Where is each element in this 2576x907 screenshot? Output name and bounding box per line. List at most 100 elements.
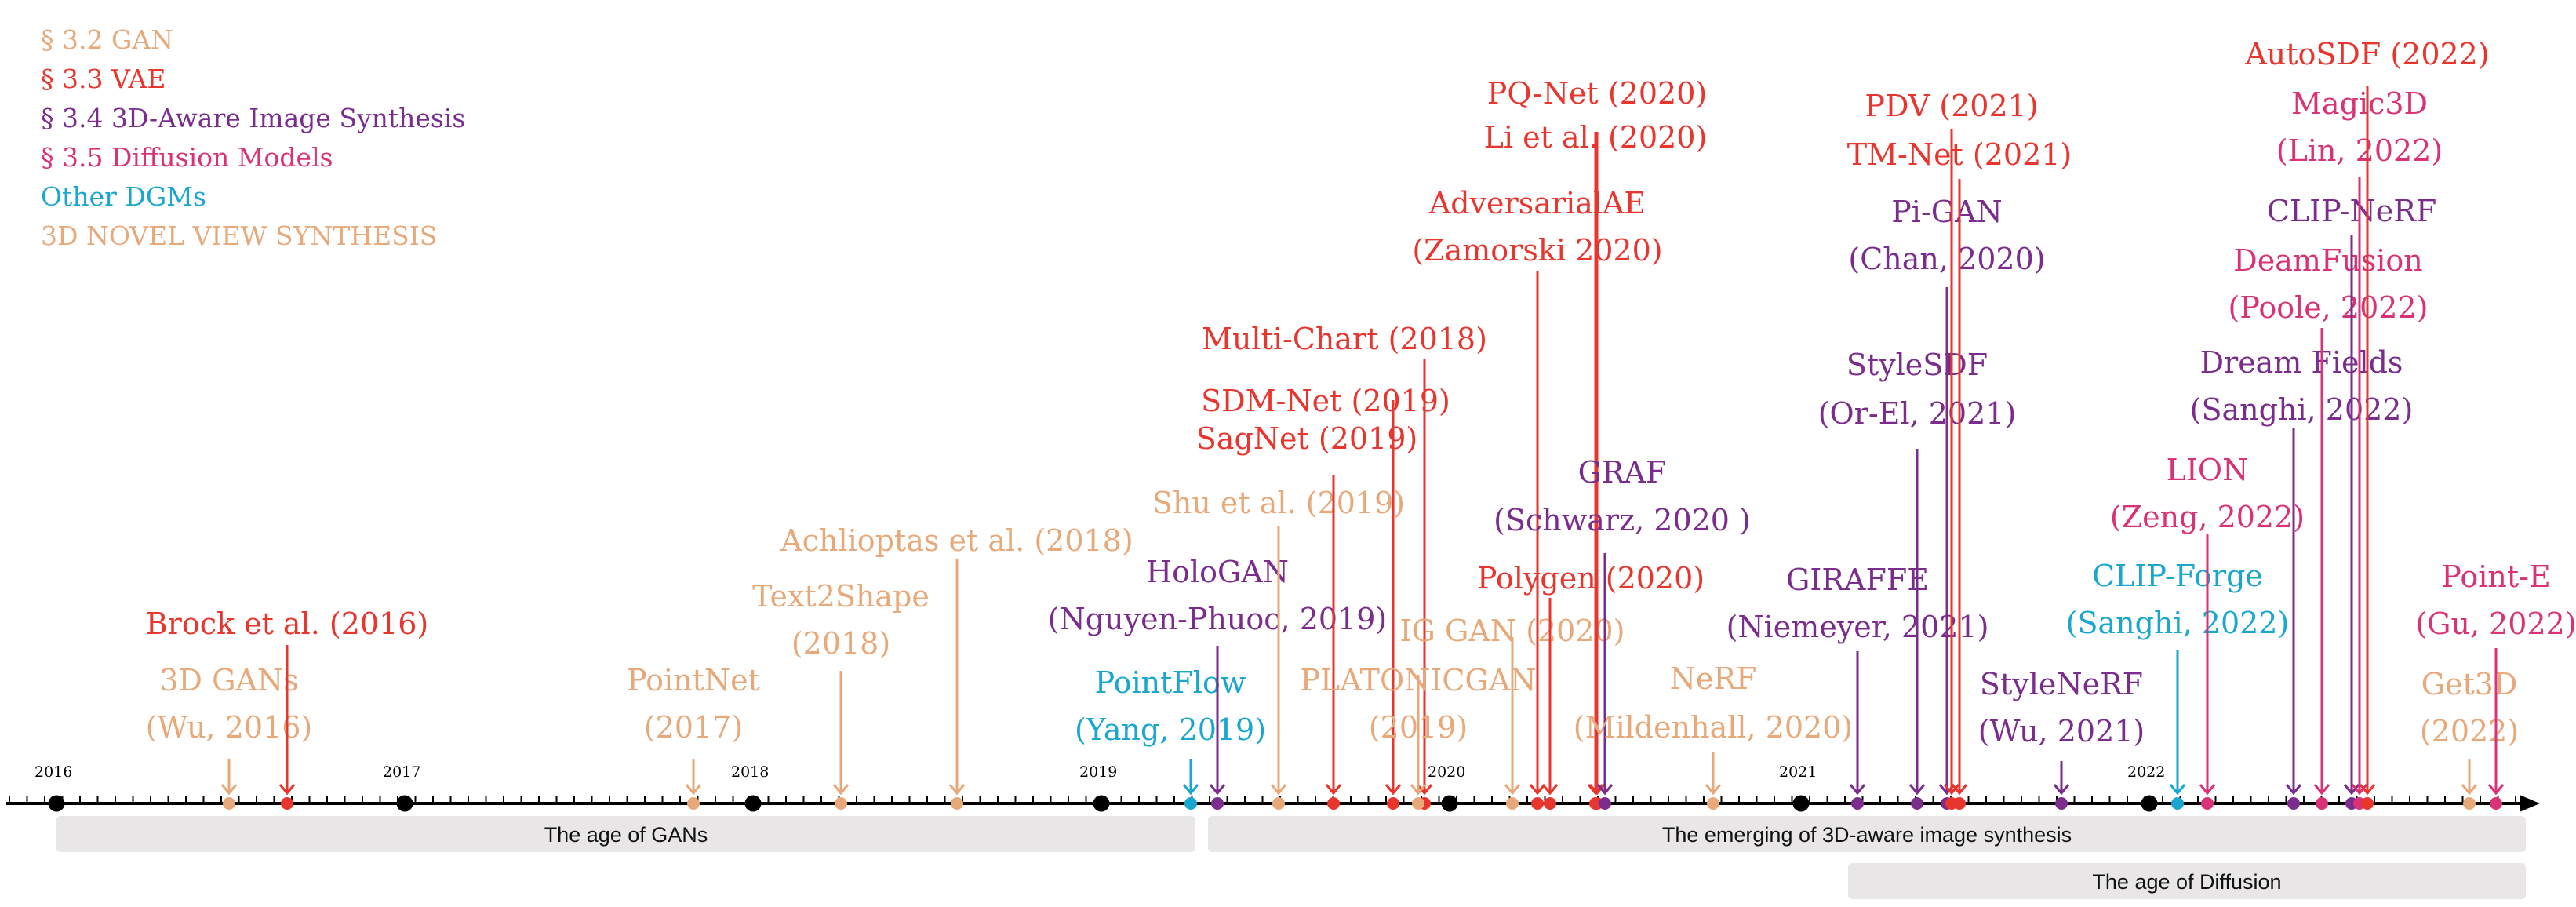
legend-item: § 3.2 GAN [41,24,173,55]
event-arrow-icon [1951,784,1968,796]
event-arrow-icon [2313,784,2330,796]
event-label: PDV (2021) [1865,89,2038,123]
timeline-event: AdversarialAE (Zamorski 2020) [1412,186,1663,810]
event-label: AutoSDF (2022) [2244,37,2489,71]
event-marker [1412,797,1424,810]
event-label: (Zeng, 2022) [2110,500,2305,534]
timeline-event: CLIP-Forge (Sanghi, 2022) [2066,559,2289,810]
event-label: StyleNeRF [1980,667,2143,701]
event-arrow-icon [2169,784,2186,796]
timeline-event: HoloGAN (Nguyen-Phuoc, 2019) [1048,555,1388,810]
event-label: (Lin, 2022) [2276,133,2443,168]
event-label: SDM-Net (2019) [1201,384,1450,418]
event-marker [2287,797,2300,810]
event-marker [2463,797,2476,810]
era-label: The age of Diffusion [2092,870,2281,894]
event-label: AdversarialAE [1428,186,1646,220]
event-label: (2019) [1369,710,1468,745]
timeline-event: Li et al. (2020) [1484,120,1707,810]
year-marker [2141,795,2158,812]
event-label: NeRF [1670,661,1757,696]
event-arrow-icon [1596,784,1614,796]
era-bands: The age of GANs The emerging of 3D-aware … [56,816,2526,899]
year-label: 2016 [35,763,72,781]
timeline-event: PointNet (2017) [627,663,760,810]
event-arrow-icon [1209,784,1226,796]
legend-item: Other DGMs [41,181,206,212]
event-arrow-icon [1325,784,1342,796]
timeline-event: CLIP-NeRF [2267,194,2436,810]
event-label: (Gu, 2022) [2415,606,2576,641]
event-label: (2018) [791,626,890,661]
year-label: 2021 [1779,763,1817,781]
event-label: (Sanghi, 2022) [2190,392,2414,427]
event-arrow-icon [2199,784,2216,796]
event-label: (Or-El, 2021) [1818,396,2017,431]
event-arrow-icon [2351,784,2368,796]
event-label: Multi-Chart (2018) [1202,322,1487,356]
timeline-event: GRAF (Schwarz, 2020 ) [1494,455,1751,810]
event-label: Brock et al. (2016) [146,606,429,641]
event-marker [1707,797,1719,810]
event-label: PLATONICGAN [1300,663,1536,698]
timeline-event: Achlioptas et al. (2018) [780,523,1133,810]
timeline-event: Shu et al. (2019) [1152,486,1405,810]
event-label: (Nguyen-Phuoc, 2019) [1048,602,1388,636]
era-band [56,816,1195,852]
event-label: (2017) [644,710,743,745]
event-label: (Wu, 2016) [146,710,313,745]
event-arrow-icon [1384,784,1402,796]
event-arrow-icon [1943,784,1960,796]
event-marker [1953,797,1966,810]
event-label: (Poole, 2022) [2229,290,2429,325]
event-arrow-icon [1504,784,1521,796]
event-label: Dream Fields [2200,345,2403,380]
timeline-event: PQ-Net (2020) [1487,76,1707,810]
event-arrow-icon [832,784,850,796]
event-arrow-icon [1182,784,1199,796]
event-label: CLIP-NeRF [2267,194,2436,228]
timeline-event: StyleNeRF (Wu, 2021) [1978,667,2145,810]
event-marker [2171,797,2184,810]
event-label: Text2Shape [752,579,930,614]
year-label: 2019 [1079,763,1117,781]
event-marker [1506,797,1519,810]
event-label: Polygen (2020) [1477,561,1705,596]
event-marker [835,797,847,810]
timeline-event: SagNet (2019) [1196,421,1417,810]
timeline-event: Polygen (2020) [1477,561,1705,810]
event-label: PointNet [627,663,760,698]
year-marker [48,795,65,812]
timeline-event: DeamFusion (Poole, 2022) [2229,243,2429,810]
timeline-event: Pi-GAN (Chan, 2020) [1848,195,2046,810]
year-marker [1093,795,1110,812]
event-marker [2055,797,2068,810]
event-label: Point-E [2441,559,2550,594]
event-arrow-icon [1541,784,1559,796]
era-label: The age of GANs [544,823,708,847]
event-label: GIRAFFE [1786,563,1929,597]
timeline-event: IG GAN (2020) [1400,614,1625,810]
timeline-event: GIRAFFE (Niemeyer, 2021) [1726,563,1989,810]
event-arrow-icon [685,784,702,796]
event-label: (Wu, 2021) [1978,714,2145,749]
timeline-event: Brock et al. (2016) [146,606,429,810]
event-arrow-icon [948,784,966,796]
event-label: (Zamorski 2020) [1412,233,1662,268]
legend-item: § 3.4 3D-Aware Image Synthesis [41,103,465,133]
timeline-event: Dream Fields (Sanghi, 2022) [2190,345,2414,810]
event-arrow-icon [220,784,238,796]
event-arrow-icon [2359,784,2376,796]
event-arrow-icon [2343,784,2360,796]
event-label: (Mildenhall, 2020) [1574,710,1853,745]
event-arrow-icon [1588,784,1606,796]
event-label: StyleSDF [1846,348,1988,382]
event-label: IG GAN (2020) [1400,614,1625,648]
event-label: (Niemeyer, 2021) [1726,610,1989,644]
event-marker [1327,797,1340,810]
year-marker [1441,795,1458,812]
legend-item: § 3.3 VAE [41,64,166,94]
event-arrow-icon [1270,784,1287,796]
event-marker [1911,797,1923,810]
